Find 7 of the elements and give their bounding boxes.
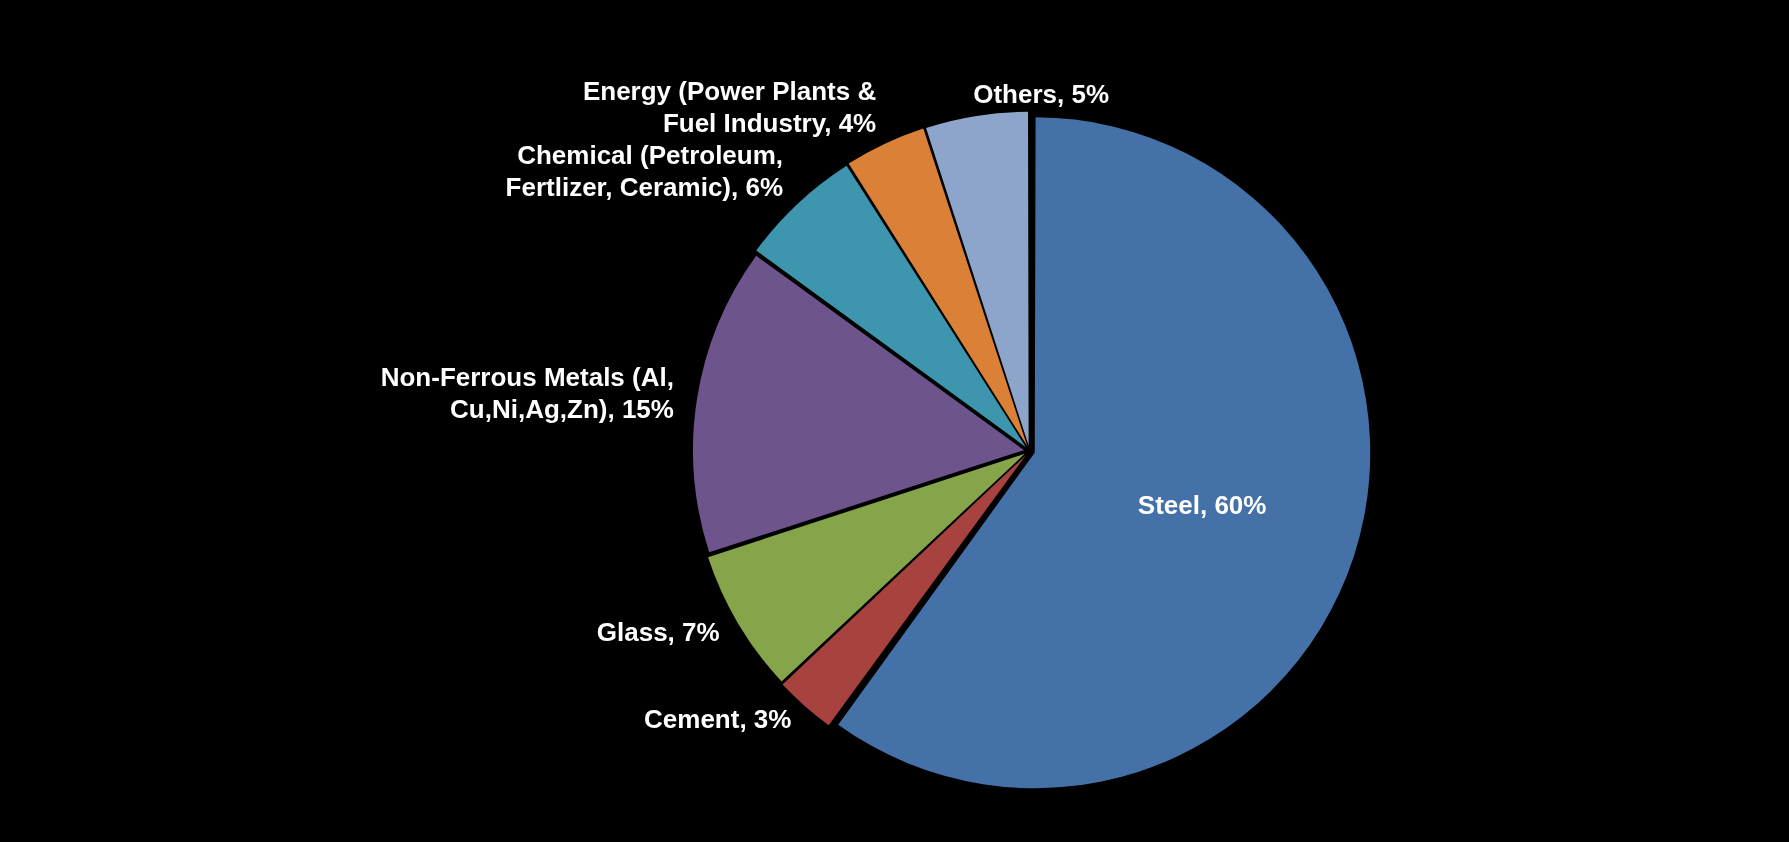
slice-label: Cement, 3% (644, 704, 792, 735)
slice-label: Glass, 7% (596, 617, 720, 648)
slice-label: Energy (Power Plants & Fuel Industry, 4% (582, 76, 877, 139)
slice-label: Chemical (Petroleum, Fertlizer, Ceramic), 6% (505, 139, 784, 202)
slice-label: Non-Ferrous Metals (Al, Cu,Ni,Ag,Zn), 15% (380, 361, 674, 424)
slice-label: Steel, 60% (1137, 490, 1267, 521)
slice-label: Others, 5% (973, 78, 1110, 109)
